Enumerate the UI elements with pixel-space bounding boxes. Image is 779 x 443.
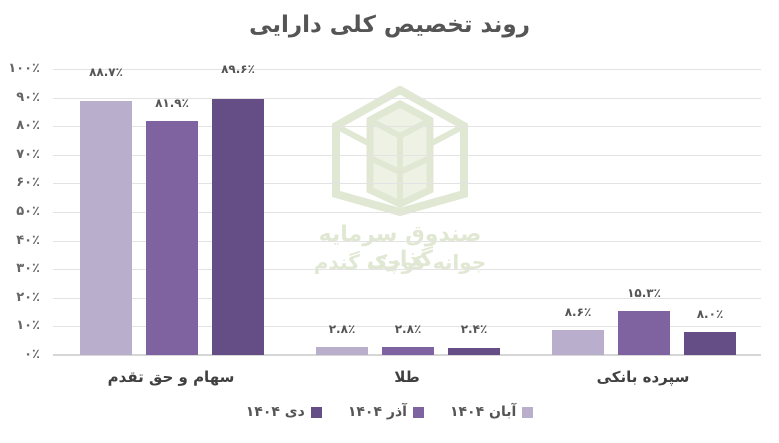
data-label-stocks-aban: ۸۸.۷٪ (89, 65, 123, 79)
legend-swatch-azar (412, 406, 424, 418)
legend-item-dey[interactable]: دی ۱۴۰۴ (246, 404, 322, 420)
bar-stocks-azar[interactable] (146, 120, 198, 355)
x-category-stocks: سهام و حق تقدم (107, 368, 235, 386)
y-tick-100: ۱۰۰٪ (8, 61, 40, 76)
legend-label-aban: آبان ۱۴۰۴ (449, 404, 517, 420)
gridline-30 (53, 269, 761, 271)
bar-deposits-aban[interactable] (552, 330, 604, 355)
legend-label-azar: آذر ۱۴۰۴ (347, 404, 407, 420)
y-tick-20: ۲۰٪ (16, 290, 40, 305)
gridline-50 (53, 212, 761, 213)
y-tick-50: ۵۰٪ (16, 204, 40, 219)
y-tick-40: ۴۰٪ (16, 233, 40, 248)
legend-label-dey: دی ۱۴۰۴ (245, 404, 305, 420)
chart-title: روند تخصیص کلی دارایی (249, 12, 530, 38)
y-tick-30: ۳۰٪ (16, 261, 40, 276)
bar-gold-aban[interactable] (316, 347, 368, 355)
data-label-deposits-azar: ۱۵.۳٪ (627, 286, 661, 300)
gridline-10 (53, 326, 761, 328)
legend-item-aban[interactable]: آبان ۱۴۰۴ (449, 404, 534, 420)
gridline-90 (53, 97, 761, 99)
legend-swatch-dey (310, 406, 322, 418)
data-label-gold-azar: ۲.۸٪ (394, 322, 422, 336)
data-label-stocks-azar: ۸۱.۹٪ (155, 96, 189, 110)
gridline-70 (53, 154, 761, 156)
legend: آبان ۱۴۰۴ آذر ۱۴۰۴ دی ۱۴۰۴ (0, 404, 779, 420)
gridline-80 (53, 126, 761, 128)
x-category-gold: طلا (394, 368, 420, 386)
gridline-60 (53, 183, 761, 185)
y-tick-0: ۰٪ (24, 347, 40, 362)
bar-gold-dey[interactable] (448, 348, 500, 355)
y-tick-80: ۸۰٪ (16, 118, 40, 133)
gridline-100 (53, 69, 761, 70)
data-label-gold-dey: ۲.۴٪ (460, 322, 488, 336)
x-category-deposits: سپرده بانکی (596, 368, 690, 386)
x-axis-baseline (53, 354, 761, 356)
data-label-deposits-dey: ۸.۰٪ (696, 307, 724, 321)
bar-stocks-aban[interactable] (80, 101, 132, 355)
y-tick-90: ۹۰٪ (16, 90, 40, 105)
y-tick-70: ۷۰٪ (16, 147, 40, 162)
bar-deposits-dey[interactable] (684, 332, 736, 355)
bar-deposits-azar[interactable] (618, 311, 670, 355)
gridline-20 (53, 297, 761, 299)
bar-gold-azar[interactable] (382, 347, 434, 355)
data-label-deposits-aban: ۸.۶٪ (564, 305, 592, 319)
legend-item-azar[interactable]: آذر ۱۴۰۴ (348, 404, 424, 420)
gridline-40 (53, 240, 761, 242)
data-label-stocks-dey: ۸۹.۶٪ (221, 62, 255, 76)
plot-area: ۸۸.۷٪ ۸۱.۹٪ ۸۹.۶٪ ۲.۸٪ ۲.۸٪ ۲.۴٪ ۸.۶٪ ۱۵… (53, 62, 761, 356)
data-label-gold-aban: ۲.۸٪ (328, 322, 356, 336)
y-tick-60: ۶۰٪ (16, 175, 40, 190)
legend-swatch-aban (522, 406, 534, 418)
bar-stocks-dey[interactable] (212, 98, 264, 355)
y-tick-10: ۱۰٪ (16, 318, 40, 333)
